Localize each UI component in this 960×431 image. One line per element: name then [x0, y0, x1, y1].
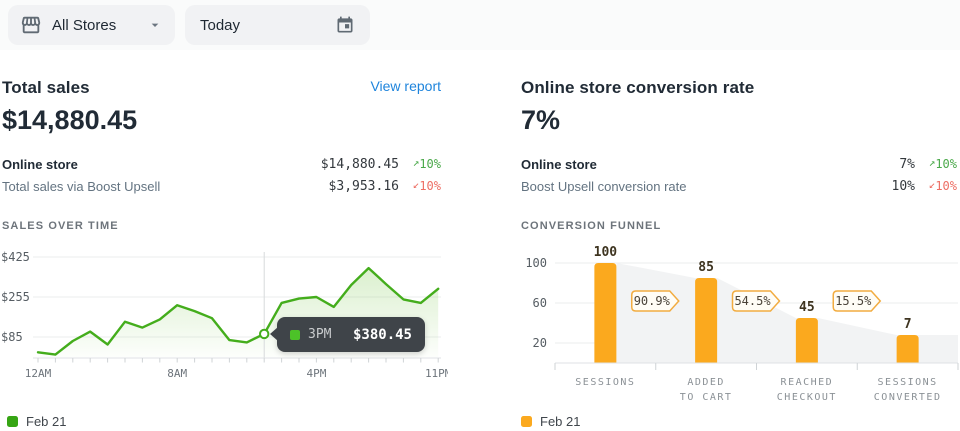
funnel-chart-legend: Feb 21 — [521, 413, 580, 429]
x-axis-label: 4PM — [306, 367, 326, 380]
metric-value: $3,953.16 — [328, 178, 399, 194]
metric-row: Online store $14,880.45 ↗10% — [2, 153, 441, 175]
tooltip-value: $380.45 — [352, 326, 412, 343]
x-axis-label: 8AM — [167, 367, 187, 380]
view-report-link[interactable]: View report — [370, 78, 441, 94]
metric-value: $14,880.45 — [320, 156, 399, 172]
conversion-funnel-chart[interactable]: 100 60 20 100 85 45 7 90.9% 54.5% 15.5% SESSIONS AD… — [520, 245, 960, 403]
metric-delta-down: ↙10% — [412, 178, 441, 193]
conversion-rate-big-value: 7% — [521, 105, 561, 135]
metric-row: Boost Upsell conversion rate 10% ↙10% — [521, 175, 957, 197]
sales-line-series[interactable] — [36, 266, 440, 356]
funnel-bar[interactable] — [695, 278, 718, 363]
bar-value-label: 45 — [799, 300, 815, 315]
conversion-rate-panel: Online store conversion rate 7% Online s… — [521, 70, 957, 232]
category-label: CONVERTED — [874, 392, 942, 403]
conversion-rate-title: Online store conversion rate — [521, 78, 755, 97]
funnel-legend-label: Feb 21 — [540, 413, 581, 429]
hover-point-marker — [259, 328, 270, 340]
metric-label: Total sales via Boost Upsell — [2, 178, 161, 194]
orange-legend-swatch — [521, 415, 532, 427]
metric-delta-up: ↗10% — [928, 156, 957, 171]
funnel-bar[interactable] — [795, 318, 818, 363]
stage-percentage-badge — [631, 290, 680, 312]
category-label: REACHED — [781, 377, 834, 388]
sales-legend-label: Feb 21 — [26, 413, 67, 429]
date-selector-label: Today — [200, 16, 241, 34]
arrow-down-icon: ↙ — [412, 178, 420, 191]
metric-row: Total sales via Boost Upsell $3,953.16 ↙10… — [2, 175, 441, 197]
store-selector-label: All Stores — [52, 16, 117, 34]
chart-tooltip: 3PM $380.45 — [270, 317, 425, 352]
x-axis-label: 11PM — [425, 367, 448, 380]
y-axis-label: $255 — [1, 290, 30, 304]
metric-label: Boost Upsell conversion rate — [521, 178, 687, 194]
stage-percentage-badge — [731, 290, 781, 312]
y-axis-label: 100 — [525, 256, 547, 270]
y-axis-label: 20 — [533, 336, 547, 350]
conversion-metric-rows: Online store 7% ↗10% Boost Upsell conversio… — [521, 153, 957, 197]
chevron-down-icon — [151, 23, 159, 27]
y-axis-label: 60 — [533, 296, 547, 310]
green-legend-swatch — [7, 415, 18, 427]
metric-value: 10% — [891, 178, 915, 194]
total-sales-metric-rows: Online store $14,880.45 ↗10% Total sales vi… — [2, 153, 441, 197]
sales-chart-legend: Feb 21 — [7, 413, 66, 429]
stage-percentage-label: 90.9% — [634, 294, 671, 308]
total-sales-title: Total sales — [2, 78, 90, 97]
storefront-icon — [21, 16, 41, 34]
calendar-icon — [337, 16, 353, 33]
category-label: ADDED — [687, 377, 725, 388]
funnel-bar[interactable] — [896, 335, 919, 363]
category-label: SESSIONS — [878, 377, 938, 388]
sales-over-time-chart[interactable]: $425 $255 $85 12AM 8AM 4PM 11PM — [0, 246, 448, 386]
x-axis-label: 12AM — [25, 367, 52, 380]
stage-percentage-label: 54.5% — [734, 294, 771, 308]
metric-row: Online store 7% ↗10% — [521, 153, 957, 175]
category-label: SESSIONS — [575, 377, 635, 388]
bar-value-label: 100 — [594, 245, 618, 260]
metric-delta-down: ↙10% — [928, 178, 957, 193]
y-axis-label: $425 — [1, 250, 30, 264]
arrow-down-icon: ↙ — [928, 178, 936, 191]
total-sales-big-value: $14,880.45 — [2, 105, 138, 135]
sales-over-time-heading: SALES OVER TIME — [2, 220, 119, 232]
topbar: All Stores Today — [0, 0, 960, 50]
total-sales-panel: Total sales View report $14,880.45 Onlin… — [2, 70, 441, 232]
category-label: TO CART — [680, 392, 733, 403]
arrow-up-icon: ↗ — [412, 156, 420, 169]
tooltip-arrow — [270, 327, 278, 341]
stage-percentage-badge — [832, 290, 882, 312]
funnel-bar[interactable] — [594, 263, 617, 363]
metric-label: Online store — [2, 156, 78, 172]
store-selector-button[interactable]: All Stores — [8, 5, 175, 45]
metric-label: Online store — [521, 156, 597, 172]
conversion-funnel-heading: CONVERSION FUNNEL — [521, 220, 662, 232]
metric-value: 7% — [899, 156, 915, 172]
stage-percentage-label: 15.5% — [835, 294, 872, 308]
category-label: CHECKOUT — [777, 392, 837, 403]
bar-value-label: 85 — [698, 260, 714, 275]
y-axis-label: $85 — [1, 330, 23, 344]
bar-value-label: 7 — [904, 317, 912, 332]
metric-delta-up: ↗10% — [412, 156, 441, 171]
arrow-up-icon: ↗ — [928, 156, 936, 169]
date-selector-button[interactable]: Today — [185, 5, 370, 45]
tooltip-time: 3PM — [308, 327, 332, 342]
tooltip-series-swatch — [290, 329, 300, 340]
